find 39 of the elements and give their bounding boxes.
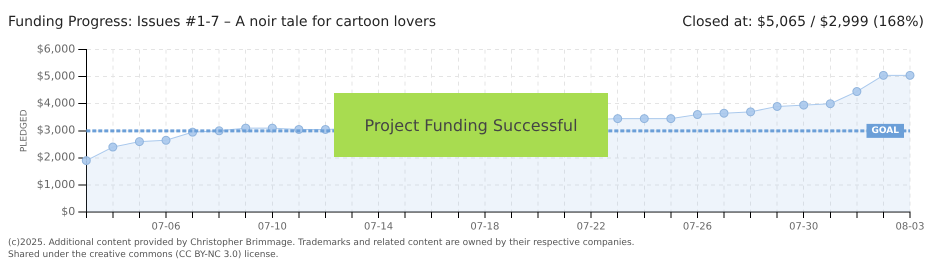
point xyxy=(640,114,649,124)
point xyxy=(799,100,808,110)
point xyxy=(108,142,118,152)
x-tick-label: 07-06 xyxy=(151,222,181,233)
point xyxy=(878,70,888,80)
point xyxy=(826,99,835,108)
chart-title: Funding Progress: Issues #1-7 – A noir tale for cartoon lovers xyxy=(8,14,436,30)
point xyxy=(613,114,622,124)
y-tick-label: $1,000 xyxy=(36,178,76,191)
point xyxy=(134,137,144,146)
x-tick-label: 07-30 xyxy=(789,222,818,233)
ref-line-label: GOAL xyxy=(872,126,900,136)
point xyxy=(772,102,782,111)
point xyxy=(692,110,702,120)
x-tick-label: 07-14 xyxy=(364,222,394,233)
y-tick-label: $3,000 xyxy=(36,124,76,137)
y-tick-label: $6,000 xyxy=(36,42,76,56)
text: (c)2025. Additional content provided by Christopher Brimmage. Trademarks and related content are owned by their respective companies. xyxy=(8,237,634,249)
x-tick-label: 08-03 xyxy=(895,222,925,233)
annotation: Project Funding Successful xyxy=(364,116,578,134)
point xyxy=(666,114,676,124)
y-tick-label: $4,000 xyxy=(36,96,76,110)
y-tick-label: $5,000 xyxy=(36,70,76,83)
point xyxy=(906,70,914,80)
x-tick-label: 07-18 xyxy=(470,222,500,233)
y-tick-label: $0 xyxy=(61,204,76,218)
point xyxy=(852,87,862,96)
point xyxy=(720,108,728,118)
x-tick-label: 07-10 xyxy=(258,222,287,233)
chart-subtitle: Closed at: $5,065 / $2,999 (168%) xyxy=(682,14,924,30)
point xyxy=(746,107,756,116)
banner: Project Funding Successful xyxy=(334,93,608,157)
text: Shared under the creative commons (CC BY-NC 3.0) license. xyxy=(8,249,280,261)
x-tick-label: 07-26 xyxy=(682,222,712,233)
y-axis-title: PLEDGED xyxy=(20,109,30,152)
x-tick-label: 07-22 xyxy=(576,222,606,233)
point xyxy=(82,156,91,166)
point xyxy=(162,136,171,145)
y-tick-label: $2,000 xyxy=(36,150,76,164)
